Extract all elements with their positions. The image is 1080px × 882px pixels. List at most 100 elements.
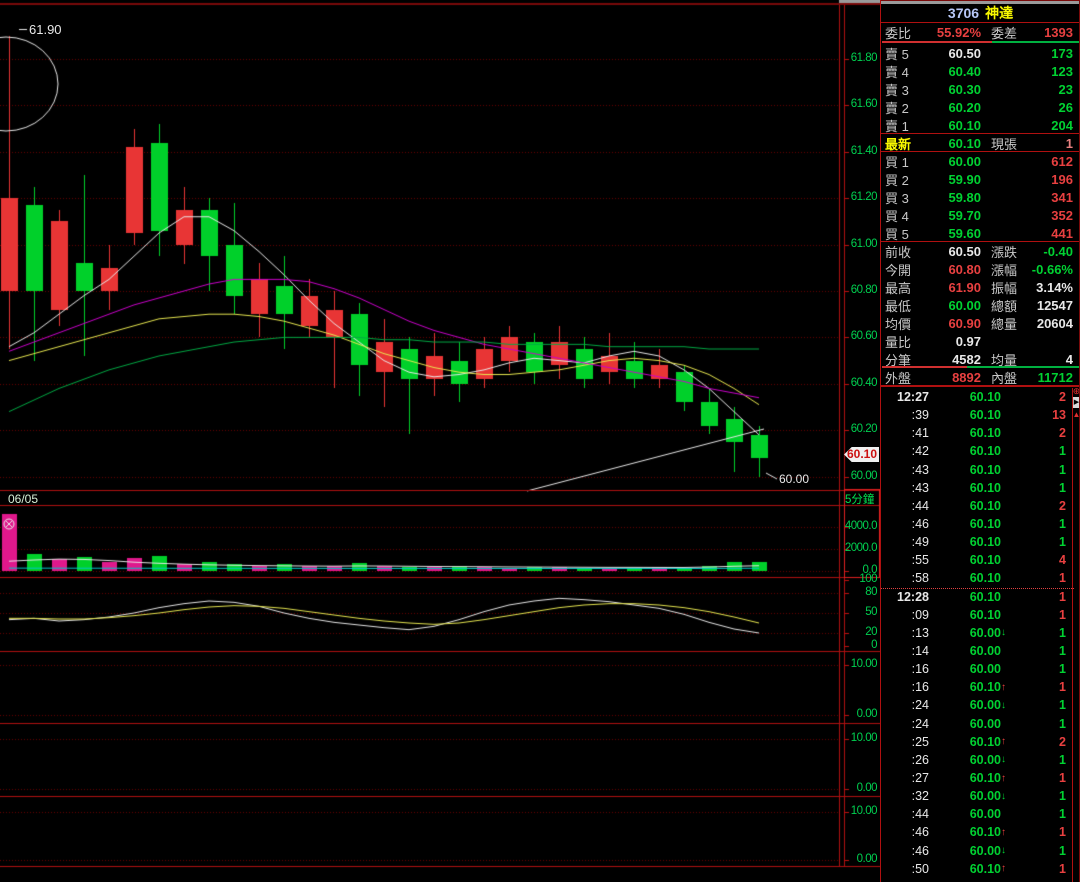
tick-row[interactable]: :09 60.10 1 [881, 606, 1074, 624]
sub-pane-axis-label: 10.00 [850, 732, 878, 744]
price-axis-label: 60.60 [850, 330, 878, 343]
tick-volume: 1 [1059, 789, 1066, 804]
tick-row[interactable]: :55 60.10 4 [881, 551, 1074, 569]
ask-row[interactable]: 賣 5 60.50 173 [881, 44, 1080, 62]
tick-row[interactable]: :44 60.00 1 [881, 805, 1074, 823]
ask-row[interactable]: 賣 2 60.20 26 [881, 98, 1080, 116]
tick-price: 60.00 [969, 625, 1001, 640]
bid-row[interactable]: 買 3 59.80 341 [881, 188, 1080, 206]
level-label: 賣 5 [885, 46, 909, 62]
level-volume: 612 [1051, 153, 1073, 169]
tick-direction-icon: ↑ [1001, 736, 1006, 748]
tick-volume: 1 [1059, 571, 1066, 586]
latest-price: 60.10 [948, 135, 981, 151]
ask-row[interactable]: 賣 4 60.40 123 [881, 62, 1080, 80]
tick-row[interactable]: :26 60.00 ↓ 1 [881, 751, 1074, 769]
stat-row: 最低 60.00 總額 12547 [885, 297, 1073, 314]
tick-row[interactable]: :16 60.00 1 [881, 660, 1074, 678]
price-axis-label: 60.40 [850, 376, 878, 389]
tick-time: 12:28 [897, 590, 929, 605]
tick-row[interactable]: :58 60.10 1 [881, 569, 1074, 587]
tick-volume: 1 [1059, 752, 1066, 767]
lots-label: 現張 [991, 136, 1018, 152]
tick-row[interactable]: :50 60.10 ↑ 1 [881, 860, 1074, 878]
tick-row[interactable]: :25 60.10 ↑ 2 [881, 733, 1074, 751]
bid-row[interactable]: 買 5 59.60 441 [881, 224, 1080, 242]
tick-direction-icon: ↓ [1001, 699, 1006, 711]
tick-row[interactable]: :46 60.10 ↑ 1 [881, 823, 1074, 841]
tick-row[interactable]: :16 60.10 ↑ 1 [881, 678, 1074, 696]
weicha-label: 委差 [991, 25, 1018, 41]
tick-row[interactable]: :39 60.10 13 [881, 406, 1074, 424]
kd-axis-label: 50 [865, 606, 877, 618]
tick-price: 60.10 [969, 498, 1001, 513]
tick-row[interactable]: :43 60.10 1 [881, 479, 1074, 497]
tick-row[interactable]: :41 60.10 2 [881, 424, 1074, 442]
bid-row[interactable]: 買 1 60.00 612 [881, 152, 1080, 170]
latest-row[interactable]: 最新 60.10 現張 1 [881, 134, 1080, 152]
tick-direction-icon: ↑ [1001, 826, 1006, 838]
level-price: 59.60 [948, 225, 981, 241]
tick-time: :27 [911, 771, 929, 786]
tick-row[interactable]: :43 60.10 1 [881, 461, 1074, 479]
tick-volume: 13 [1052, 408, 1066, 423]
sub-pane-axis-label: 0.00 [856, 853, 878, 865]
price-axis-label: 61.00 [850, 237, 878, 250]
sub-pane-axis-label: 10.00 [850, 805, 878, 817]
bid-row[interactable]: 買 2 59.90 196 [881, 170, 1080, 188]
tick-row[interactable]: :46 60.10 1 [881, 515, 1074, 533]
tick-row[interactable]: :27 60.10 ↑ 1 [881, 769, 1074, 787]
tick-row[interactable]: :24 60.00 1 [881, 715, 1074, 733]
tick-list[interactable]: 12:27 60.10 2:39 60.10 13:41 60.10 2:42 … [881, 388, 1074, 882]
bid-row[interactable]: 買 4 59.70 352 [881, 206, 1080, 224]
tick-time: :46 [911, 825, 929, 840]
tick-price: 60.10 [969, 517, 1001, 532]
tick-row[interactable]: :55 60.10 1 [881, 878, 1074, 882]
tick-row[interactable]: :46 60.00 ↓ 1 [881, 842, 1074, 860]
tick-time: :55 [881, 880, 929, 882]
tick-row[interactable]: 12:28 60.10 1 [881, 587, 1074, 606]
volume-axis-label: 0.0 [862, 564, 878, 576]
tick-price: 60.10 [969, 444, 1001, 459]
weibi-ratio-bar [882, 41, 1079, 43]
target-icon[interactable]: ⊕ [1072, 386, 1080, 396]
ask-row[interactable]: 賣 3 60.30 23 [881, 80, 1080, 98]
kd-axis-label: 20 [865, 626, 877, 638]
tick-price: 60.10 [969, 825, 1001, 840]
tick-time: :25 [911, 734, 929, 749]
arrow-right-icon[interactable]: ▶ [1073, 397, 1080, 408]
weibi-label: 委比 [885, 25, 912, 41]
price-axis-label: 60.80 [850, 284, 878, 296]
tick-row[interactable]: :13 60.00 ↓ 1 [881, 624, 1074, 642]
tick-time: :55 [911, 553, 929, 568]
scrollbar-divider [1072, 388, 1073, 882]
stock-header[interactable]: 3706 神達 [881, 4, 1080, 23]
tick-row[interactable]: :32 60.00 ↓ 1 [881, 787, 1074, 805]
chart-canvas[interactable] [0, 0, 880, 882]
last-price-marker: 60.10 [844, 447, 879, 462]
tick-price: 60.10 [969, 571, 1001, 586]
quote-panel: 3706 神達 委比 55.92% 委差 1393 賣 5 60.50 173 賣… [880, 0, 1080, 882]
tick-price: 60.00 [969, 843, 1001, 858]
tick-row[interactable]: :14 60.00 1 [881, 642, 1074, 660]
tick-price: 60.10 [969, 607, 1001, 622]
stat-row: 量比 0.97 [885, 333, 981, 350]
ask-row[interactable]: 賣 1 60.10 204 [881, 116, 1080, 134]
tick-row[interactable]: 12:27 60.10 2 [881, 388, 1074, 406]
sub-pane-axis-label: 0.00 [856, 782, 878, 794]
divider [881, 385, 1080, 387]
up-triangle-icon[interactable]: ▲ [1072, 410, 1080, 419]
level-label: 賣 2 [885, 100, 909, 116]
volume-axis-label: 2000.0 [844, 542, 878, 554]
tick-direction-icon: ↓ [1001, 754, 1006, 766]
tick-volume: 1 [1059, 444, 1066, 459]
sub-pane-axis-label: 10.00 [850, 658, 878, 670]
price-axis-label: 60.20 [850, 423, 878, 436]
tick-direction-icon: ↑ [1001, 772, 1006, 784]
tick-row[interactable]: :44 60.10 2 [881, 497, 1074, 515]
tick-row[interactable]: :42 60.10 1 [881, 442, 1074, 460]
tick-row[interactable]: :24 60.00 ↓ 1 [881, 696, 1074, 714]
period-label[interactable]: 5分鐘 [845, 494, 875, 506]
tick-row[interactable]: :49 60.10 1 [881, 533, 1074, 551]
tick-scrollbar[interactable]: ⊕ ▶ ▲ [1073, 386, 1080, 420]
